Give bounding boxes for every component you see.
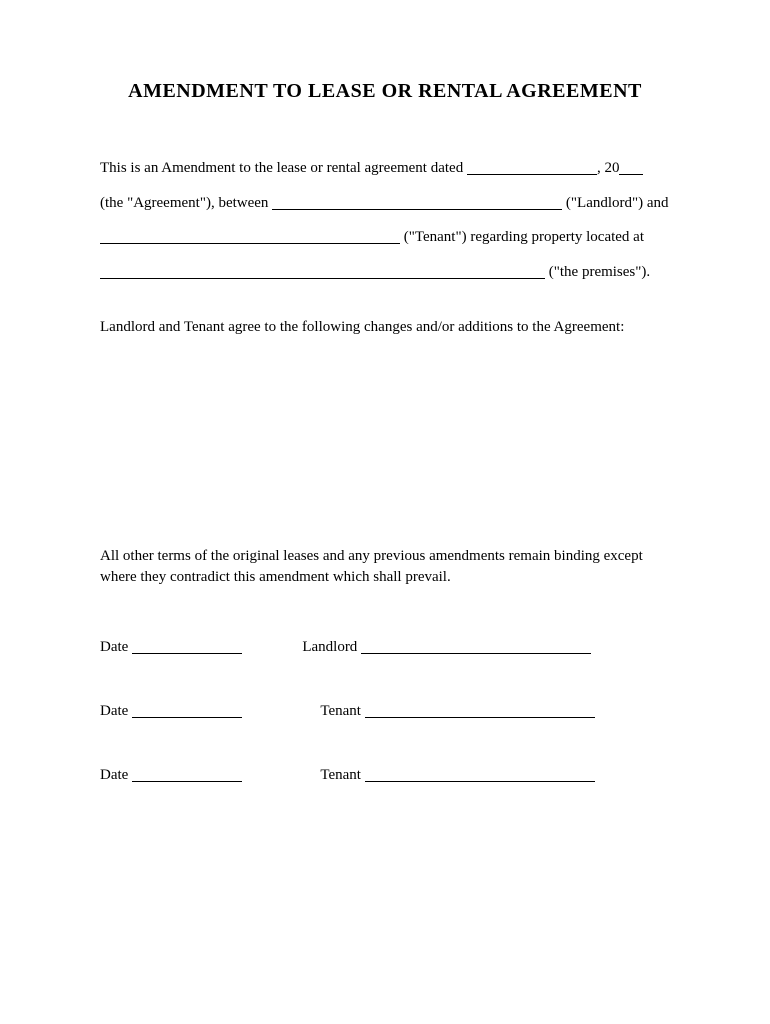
intro-text-3: (the "Agreement"), between (100, 195, 272, 211)
blank-date-3[interactable] (132, 767, 242, 782)
changes-label: Landlord and Tenant agree to the followi… (100, 319, 670, 336)
blank-landlord-name[interactable] (272, 195, 562, 210)
date-label: Date (100, 767, 128, 784)
signature-row-tenant-2: Date Tenant (100, 764, 670, 784)
intro-text-6: ("the premises"). (545, 264, 650, 280)
blank-date[interactable] (467, 160, 597, 175)
intro-text-1: This is an Amendment to the lease or ren… (100, 160, 467, 176)
blank-property-address[interactable] (100, 264, 545, 279)
blank-tenant-signature-1[interactable] (365, 703, 595, 718)
intro-text-4: ("Landlord") and (562, 195, 668, 211)
blank-tenant-name[interactable] (100, 229, 400, 244)
intro-paragraph: This is an Amendment to the lease or ren… (100, 151, 670, 289)
document-title: AMENDMENT TO LEASE OR RENTAL AGREEMENT (100, 80, 670, 103)
date-label: Date (100, 703, 128, 720)
role-label-landlord: Landlord (302, 639, 357, 656)
role-label-tenant-1: Tenant (302, 703, 361, 720)
intro-text-5: ("Tenant") regarding property located at (400, 229, 644, 245)
signature-row-tenant-1: Date Tenant (100, 700, 670, 720)
blank-year[interactable] (619, 160, 643, 175)
date-label: Date (100, 639, 128, 656)
blank-date-2[interactable] (132, 703, 242, 718)
blank-landlord-signature[interactable] (361, 639, 591, 654)
closing-paragraph: All other terms of the original leases a… (100, 546, 670, 588)
intro-text-2: , 20 (597, 160, 620, 176)
role-label-tenant-2: Tenant (302, 767, 361, 784)
blank-tenant-signature-2[interactable] (365, 767, 595, 782)
blank-date-1[interactable] (132, 639, 242, 654)
signature-row-landlord: Date Landlord (100, 636, 670, 656)
